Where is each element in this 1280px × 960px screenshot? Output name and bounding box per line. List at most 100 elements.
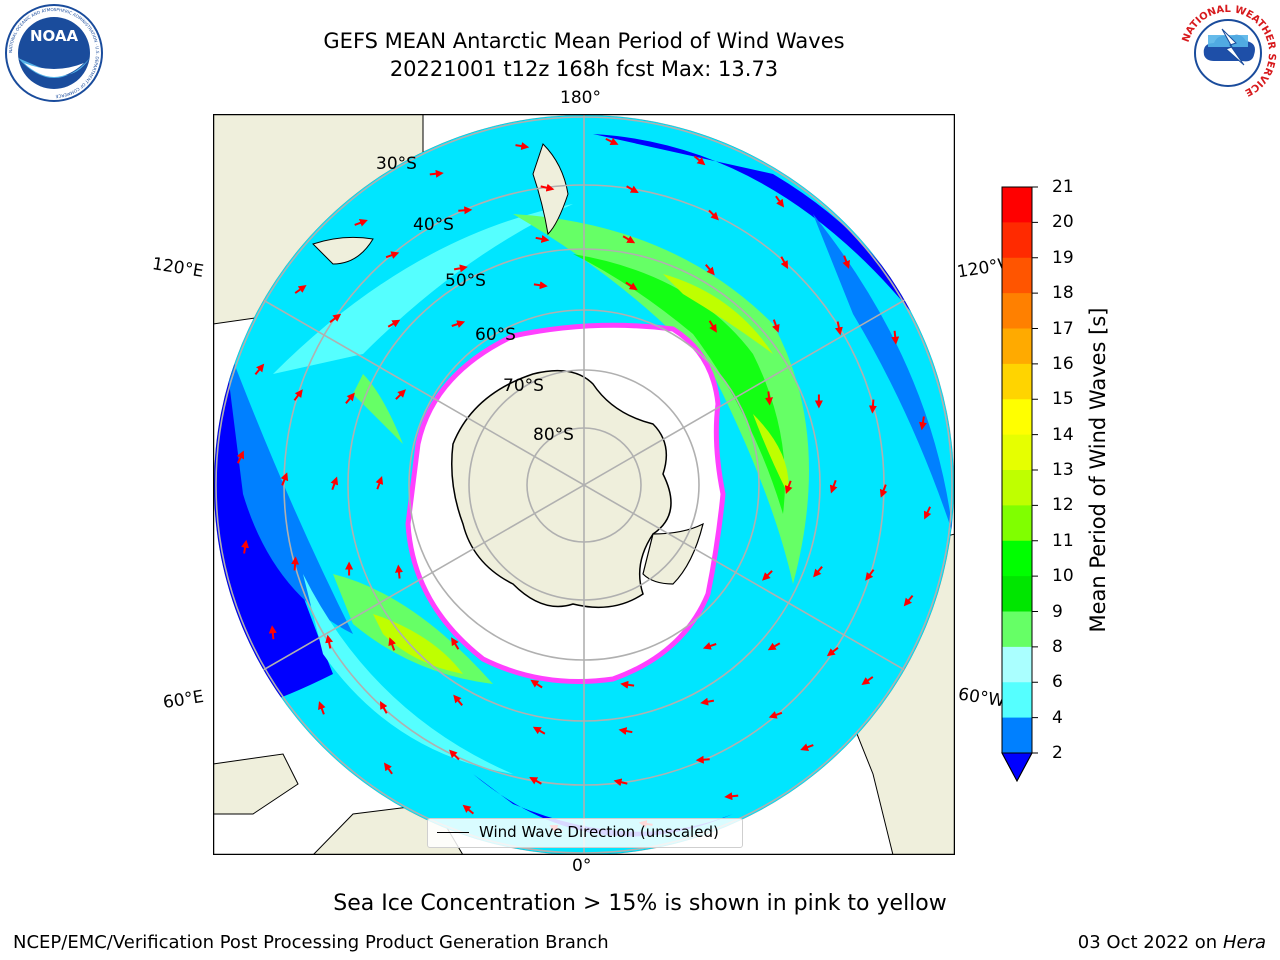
direction-arrow (241, 539, 250, 554)
direction-arrow (708, 209, 719, 221)
direction-arrow (762, 570, 773, 581)
direction-arrow (702, 642, 717, 650)
noaa-logo-text: NOAA (30, 27, 79, 45)
credit-date: 03 Oct 2022 on Hera (1078, 932, 1266, 953)
direction-arrow (540, 183, 555, 192)
direction-arrow (780, 256, 789, 270)
colorbar-band (1002, 257, 1032, 294)
direction-arrow (784, 480, 793, 494)
colorbar-band (1002, 293, 1032, 329)
direction-arrow (861, 676, 874, 686)
direction-arrow (695, 755, 710, 764)
colorbar-tick-label: 9 (1052, 601, 1063, 622)
direction-arrow (388, 637, 396, 651)
direction-arrow (293, 389, 303, 401)
lon-label-60w: 60°W (956, 684, 1007, 712)
direction-arrow (626, 185, 639, 194)
lat-label-40s: 40°S (413, 215, 454, 235)
colorbar-tick-label: 15 (1052, 389, 1074, 410)
lat-label-30s: 30°S (376, 154, 417, 174)
direction-arrow (765, 391, 773, 406)
direction-arrow (395, 564, 403, 579)
lat-label-50s: 50°S (445, 271, 486, 291)
direction-arrow (453, 264, 468, 273)
sea-ice-note: Sea Ice Concentration > 15% is shown in … (333, 891, 947, 916)
lon-label-120e: 120°E (150, 254, 205, 282)
direction-arrow (834, 321, 843, 336)
lon-label-180: 180° (560, 88, 601, 108)
colorbar-band (1002, 399, 1032, 436)
colorbar-tick-label: 14 (1052, 424, 1074, 445)
direction-arrow (395, 389, 406, 400)
direction-arrow (700, 697, 715, 706)
lat-label-80s: 80°S (533, 425, 574, 445)
direction-arrow (775, 195, 785, 208)
credit-host: Hera (1222, 932, 1266, 953)
colorbar-band (1002, 540, 1032, 577)
direction-arrow (530, 679, 543, 689)
colorbar-tick-label: 12 (1052, 495, 1074, 516)
colorbar-tick-label: 2 (1052, 743, 1063, 763)
direction-arrow (879, 484, 888, 498)
colorbar-tick-label: 17 (1052, 318, 1074, 339)
credit-branch: NCEP/EMC/Verification Post Processing Pr… (13, 932, 609, 953)
lat-label-70s: 70°S (503, 376, 544, 396)
direction-arrow (515, 142, 530, 151)
noaa-logo-icon: NOAA NATIONAL OCEANIC AND ATMOSPHERIC AD… (4, 3, 104, 103)
direction-arrow (842, 255, 850, 269)
colorbar-tick-label: 18 (1052, 283, 1074, 304)
lon-label-60e: 60°E (161, 686, 206, 714)
colorbar-band (1002, 611, 1032, 648)
colorbar-band (1002, 646, 1032, 683)
colorbar-band (1002, 470, 1032, 506)
direction-arrow (379, 700, 388, 714)
colorbar-band (1002, 328, 1032, 365)
colorbar-label: Mean Period of Wind Waves [s] (1086, 307, 1110, 633)
colorbar-tick-label: 16 (1052, 353, 1074, 374)
nws-logo-icon: NATIONAL WEATHER SERVICE (1178, 3, 1278, 103)
direction-arrow (923, 506, 932, 520)
colorbar-tick-label: 19 (1052, 247, 1074, 268)
direction-arrow (345, 392, 355, 404)
direction-arrow (622, 235, 636, 244)
direction-arrow (449, 749, 460, 761)
colorbar-tick-label: 8 (1052, 636, 1063, 657)
direction-arrow (605, 137, 619, 146)
direction-arrow (800, 743, 814, 751)
direction-arrow (829, 479, 838, 494)
credit-date-text: 03 Oct 2022 on (1077, 932, 1223, 953)
colorbar-band (1002, 434, 1032, 471)
colorbar-tick-label: 11 (1052, 530, 1074, 551)
direction-arrow (236, 450, 245, 464)
colorbar-band (1002, 222, 1032, 259)
map-legend: Wind Wave Direction (unscaled) (427, 818, 743, 848)
direction-arrow (453, 694, 463, 706)
direction-arrow (724, 792, 739, 801)
direction-arrow (813, 566, 823, 578)
direction-arrow (533, 281, 548, 290)
direction-arrow (903, 594, 914, 607)
direction-arrow (529, 776, 542, 785)
lat-label-60s: 60°S (475, 325, 516, 345)
direction-arrow (705, 264, 715, 276)
direction-arrow (620, 680, 635, 689)
legend-label: Wind Wave Direction (unscaled) (479, 823, 719, 841)
lon-label-0: 0° (572, 856, 592, 876)
direction-arrow (613, 778, 628, 787)
colorbar-tick-label: 4 (1052, 707, 1063, 728)
direction-arrow (294, 284, 307, 294)
direction-arrow (462, 804, 475, 815)
direction-arrow (280, 472, 289, 486)
direction-arrow (458, 206, 473, 215)
direction-arrow (767, 642, 781, 651)
direction-arrow (535, 235, 550, 243)
direction-arrow (451, 637, 460, 650)
direction-arrow (318, 701, 326, 715)
direction-arrow (865, 569, 875, 581)
direction-arrow (385, 251, 400, 259)
colorbar-tick-label: 10 (1052, 566, 1074, 587)
plot-title: GEFS MEAN Antarctic Mean Period of Wind … (323, 29, 845, 53)
colorbar-tick-label: 20 (1052, 212, 1074, 233)
colorbar-tick-label: 13 (1052, 460, 1074, 480)
direction-arrow (772, 319, 780, 333)
